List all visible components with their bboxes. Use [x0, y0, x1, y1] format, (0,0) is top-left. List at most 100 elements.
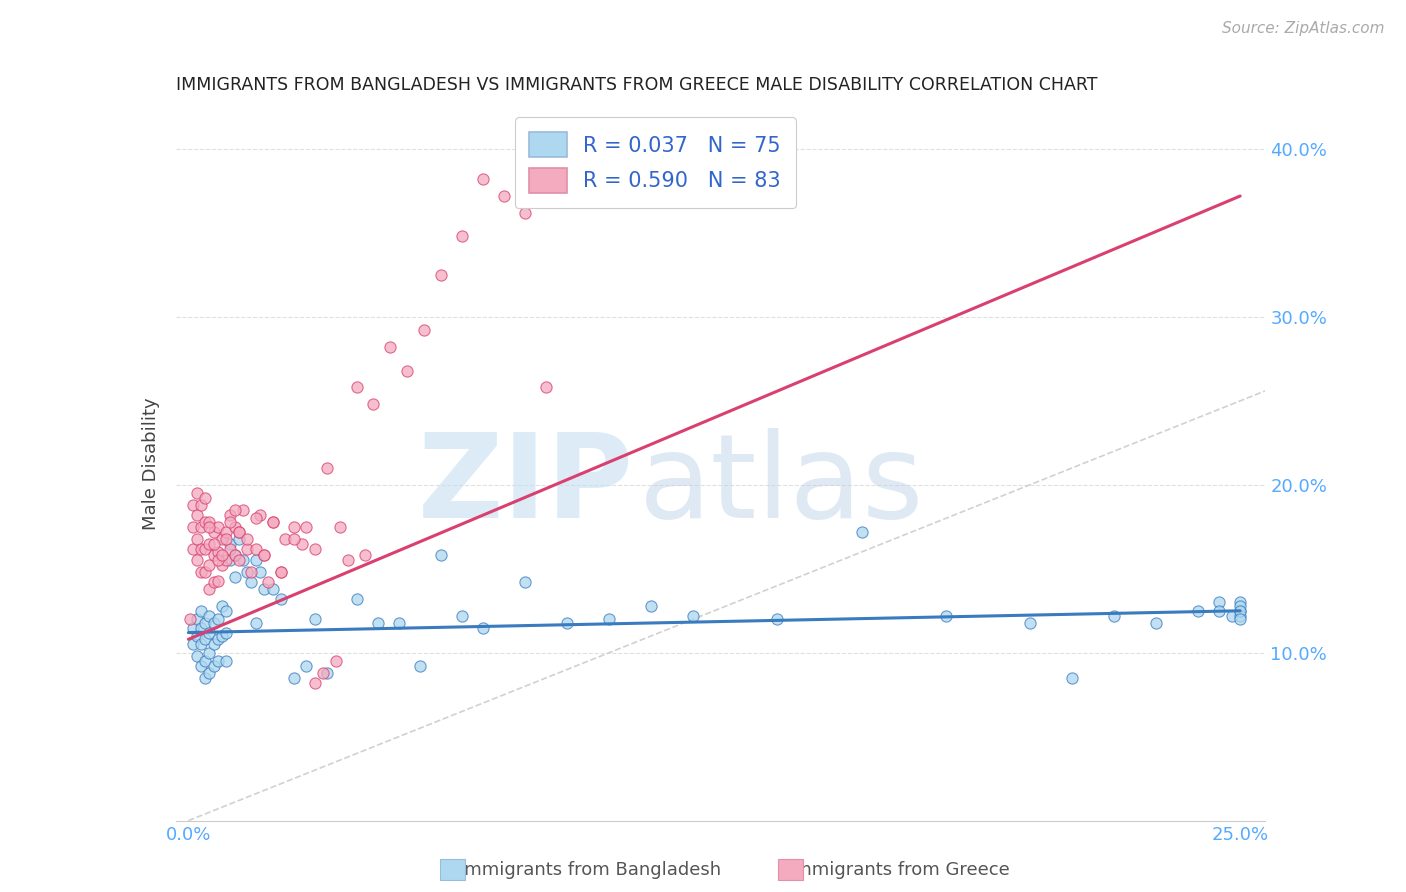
Point — [194, 654, 217, 668]
Point — [413, 323, 436, 337]
Point — [430, 268, 453, 282]
Point — [228, 524, 250, 539]
Point — [224, 503, 246, 517]
Point — [202, 615, 225, 630]
Point — [1208, 604, 1230, 618]
Point — [211, 549, 233, 563]
Point — [471, 172, 494, 186]
Point — [245, 615, 267, 630]
Point — [198, 646, 221, 660]
Point — [211, 558, 233, 573]
Point — [198, 625, 221, 640]
Point — [513, 206, 536, 220]
Point — [1060, 671, 1083, 685]
Text: ZIP: ZIP — [418, 428, 633, 542]
Text: Immigrants from Bangladesh: Immigrants from Bangladesh — [460, 861, 721, 879]
Point — [249, 508, 271, 522]
Point — [215, 654, 238, 668]
Point — [190, 541, 212, 556]
Point — [935, 608, 957, 623]
Point — [219, 553, 242, 567]
Point — [181, 520, 204, 534]
Point — [215, 553, 238, 567]
Point — [211, 532, 233, 546]
Point — [219, 508, 242, 522]
Point — [283, 532, 305, 546]
Point — [202, 659, 225, 673]
Point — [207, 632, 229, 647]
Point — [211, 599, 233, 613]
Point — [257, 575, 280, 590]
Point — [190, 637, 212, 651]
Point — [1208, 595, 1230, 609]
Point — [207, 612, 229, 626]
Point — [232, 503, 254, 517]
Point — [198, 558, 221, 573]
Point — [194, 632, 217, 647]
Point — [186, 553, 208, 567]
Point — [262, 515, 284, 529]
Point — [224, 549, 246, 563]
Point — [219, 536, 242, 550]
Point — [283, 671, 305, 685]
Point — [316, 461, 339, 475]
Point — [240, 565, 263, 579]
Point — [190, 659, 212, 673]
Point — [354, 549, 377, 563]
Point — [262, 515, 284, 529]
Point — [236, 541, 259, 556]
Point — [555, 138, 578, 153]
Point — [1220, 608, 1243, 623]
Point — [236, 565, 259, 579]
Point — [1229, 608, 1251, 623]
Point — [202, 524, 225, 539]
Point — [190, 565, 212, 579]
Point — [249, 565, 271, 579]
Point — [682, 608, 704, 623]
Point — [270, 565, 292, 579]
Point — [316, 665, 339, 680]
Point — [291, 536, 314, 550]
Point — [245, 541, 267, 556]
Point — [190, 498, 212, 512]
Point — [304, 541, 326, 556]
Point — [513, 575, 536, 590]
Point — [295, 659, 318, 673]
Point — [851, 524, 873, 539]
Legend: R = 0.037   N = 75, R = 0.590   N = 83: R = 0.037 N = 75, R = 0.590 N = 83 — [515, 118, 796, 208]
Point — [228, 553, 250, 567]
Point — [181, 637, 204, 651]
Point — [215, 625, 238, 640]
Point — [346, 380, 368, 394]
Point — [270, 592, 292, 607]
Point — [186, 532, 208, 546]
Point — [219, 515, 242, 529]
Point — [211, 629, 233, 643]
Point — [219, 541, 242, 556]
Point — [228, 532, 250, 546]
Point — [190, 520, 212, 534]
Point — [270, 565, 292, 579]
Point — [202, 637, 225, 651]
Point — [1229, 595, 1251, 609]
Point — [337, 553, 360, 567]
Point — [329, 520, 352, 534]
Point — [202, 536, 225, 550]
Text: IMMIGRANTS FROM BANGLADESH VS IMMIGRANTS FROM GREECE MALE DISABILITY CORRELATION: IMMIGRANTS FROM BANGLADESH VS IMMIGRANTS… — [176, 77, 1097, 95]
Point — [1229, 612, 1251, 626]
Point — [186, 629, 208, 643]
Point — [186, 649, 208, 664]
Point — [194, 515, 217, 529]
Point — [1229, 599, 1251, 613]
Point — [194, 541, 217, 556]
Point — [186, 612, 208, 626]
Point — [194, 671, 217, 685]
Point — [598, 612, 620, 626]
Point — [1229, 604, 1251, 618]
Point — [194, 615, 217, 630]
Point — [186, 486, 208, 500]
Point — [232, 553, 254, 567]
Point — [224, 570, 246, 584]
Point — [224, 549, 246, 563]
Point — [253, 549, 276, 563]
